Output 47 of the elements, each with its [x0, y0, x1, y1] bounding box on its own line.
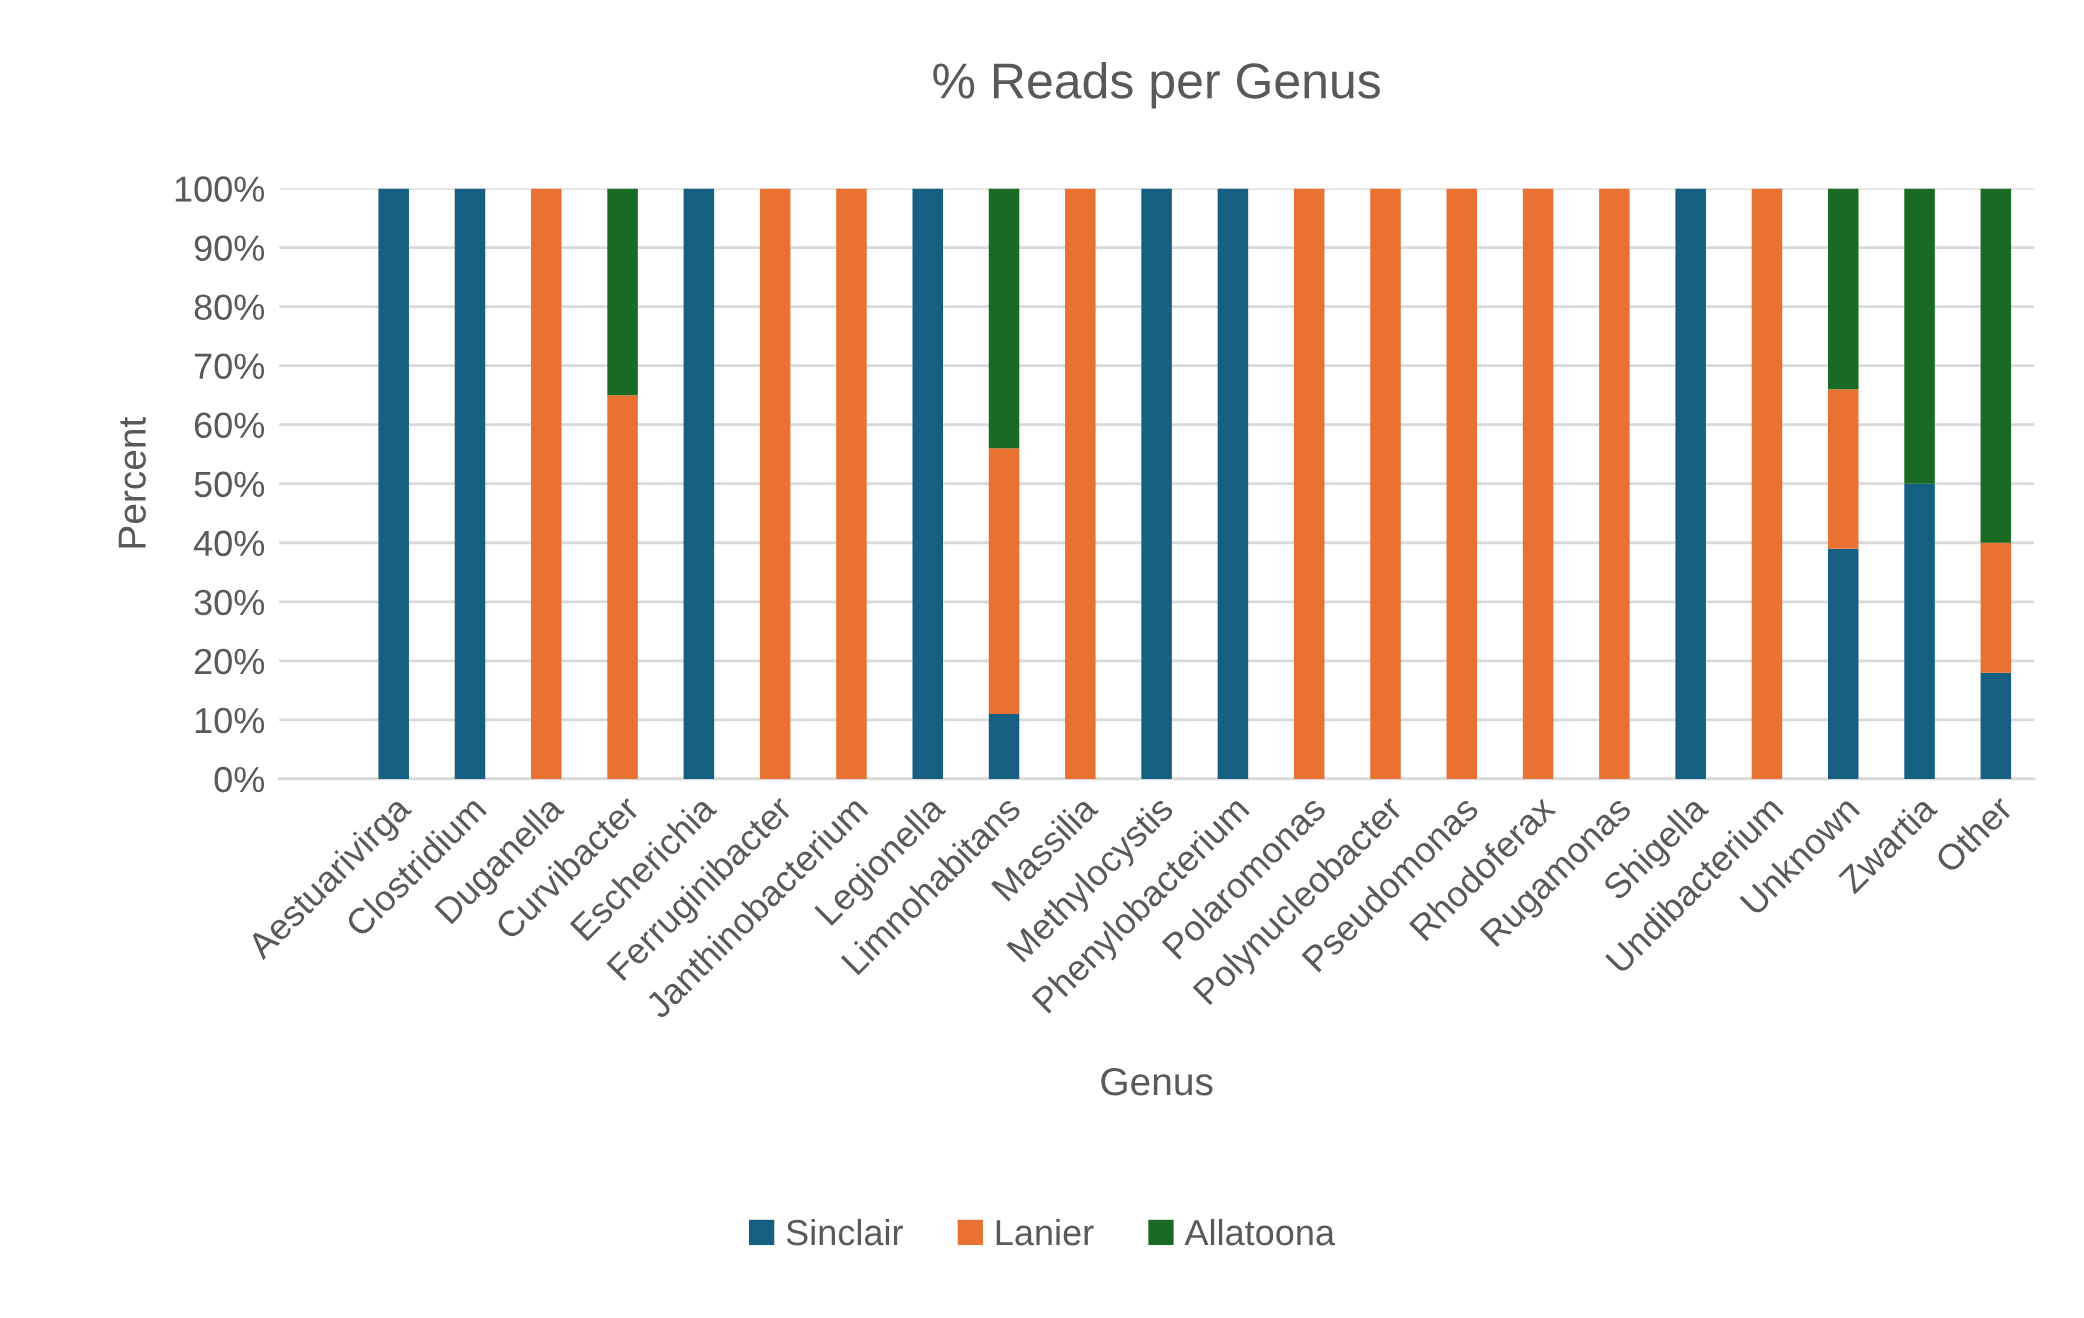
y-tick-label: 60% [194, 412, 265, 439]
bar [1980, 672, 2012, 779]
bar [378, 188, 409, 779]
y-tick-label: 20% [194, 648, 265, 675]
legend-label: Lanier [996, 1218, 1094, 1246]
y-tick-label: 100% [175, 176, 265, 202]
y-tick-label: 10% [195, 707, 265, 734]
y-axis-title: Percent [118, 416, 146, 548]
bar [607, 188, 638, 396]
legend-label: Sinclair [786, 1218, 903, 1246]
bar [1980, 542, 2012, 673]
bar [1827, 188, 1859, 390]
bar [1675, 188, 1706, 779]
bar [1904, 483, 1935, 779]
y-tick-label: 0% [214, 766, 265, 793]
y-tick-label: 70% [194, 353, 265, 380]
bar [1904, 188, 1935, 484]
bar [607, 395, 638, 779]
y-tick-label: 50% [194, 471, 265, 498]
y-tick-label: 40% [193, 530, 265, 557]
bar [683, 188, 715, 779]
bar [1217, 188, 1249, 779]
bar [1065, 188, 1096, 779]
x-axis-title: Genus [1101, 1067, 1213, 1096]
legend-label: Allatoona [1184, 1218, 1336, 1246]
bar [1751, 188, 1783, 779]
y-tick-label: 90% [194, 235, 265, 261]
bar [1293, 188, 1325, 779]
bar [1980, 188, 2012, 543]
y-tick-label: 80% [194, 294, 265, 321]
chart-title: % Reads per Genus [933, 61, 1380, 109]
bar [1446, 188, 1478, 779]
bar [988, 188, 1020, 449]
bar [836, 188, 867, 779]
bar [1827, 389, 1859, 549]
bar [1827, 548, 1859, 779]
bar [1141, 188, 1172, 779]
bar [988, 448, 1020, 714]
bar [1522, 188, 1554, 779]
bar [759, 188, 791, 779]
y-tick-label: 30% [194, 589, 265, 616]
bar [1599, 188, 1630, 779]
bar [1370, 188, 1401, 779]
bar [912, 188, 943, 779]
bar [988, 713, 1020, 779]
bar [454, 188, 486, 779]
bar [531, 188, 562, 779]
